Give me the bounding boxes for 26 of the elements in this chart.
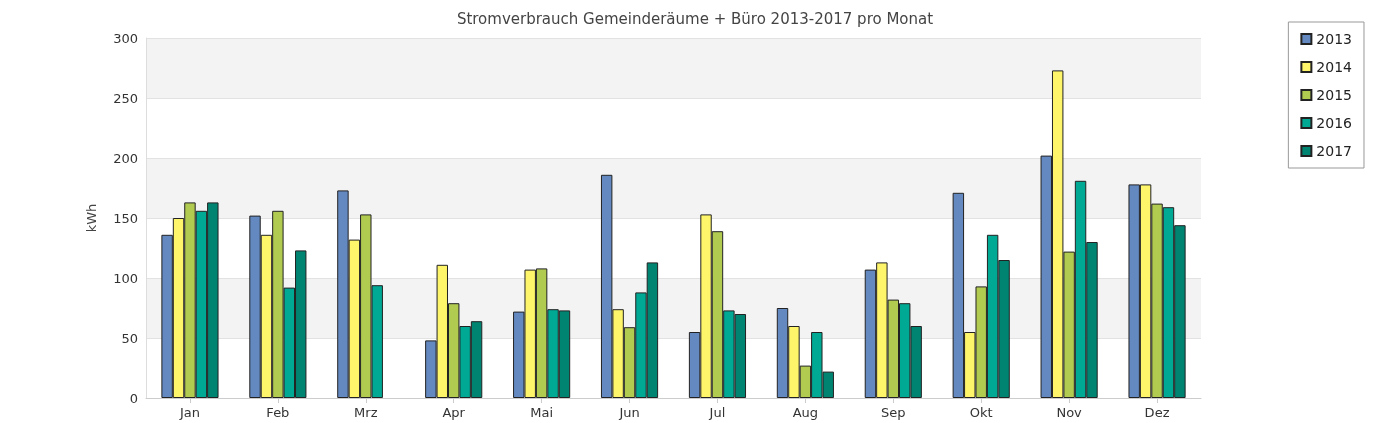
legend-label: 2014 — [1316, 59, 1353, 75]
x-tick-label: Sep — [881, 405, 906, 420]
x-tick-label: Feb — [266, 405, 290, 420]
x-tick-label: Jan — [178, 405, 200, 420]
legend-label: 2015 — [1316, 87, 1353, 103]
y-tick-label: 200 — [113, 150, 138, 166]
y-tick-label: 250 — [113, 90, 138, 106]
x-tick-label: Jun — [618, 405, 640, 420]
chart-title: Stromverbrauch Gemeinderäume + Büro 2013-2017 pro Monat — [456, 9, 934, 28]
x-tick-label: Dez — [1144, 405, 1170, 420]
legend-label: 2013 — [1316, 31, 1353, 47]
y-tick-label: 50 — [121, 330, 138, 346]
x-tick-label: Mai — [530, 405, 554, 420]
y-tick-label: 0 — [129, 390, 138, 406]
legend-label: 2016 — [1316, 115, 1353, 131]
y-tick-label: 150 — [113, 210, 138, 226]
x-tick-label: Nov — [1056, 405, 1083, 420]
x-tick-label: Okt — [969, 405, 993, 420]
x-tick-label: Aug — [792, 405, 819, 420]
x-tick-label: Mrz — [354, 405, 378, 420]
legend-label: 2017 — [1316, 143, 1353, 159]
y-tick-label: 300 — [113, 30, 138, 46]
x-tick-label: Apr — [442, 405, 466, 420]
x-tick-label: Jul — [708, 405, 726, 420]
y-tick-label: 100 — [113, 270, 138, 286]
y-axis-title: kWh — [84, 203, 99, 233]
